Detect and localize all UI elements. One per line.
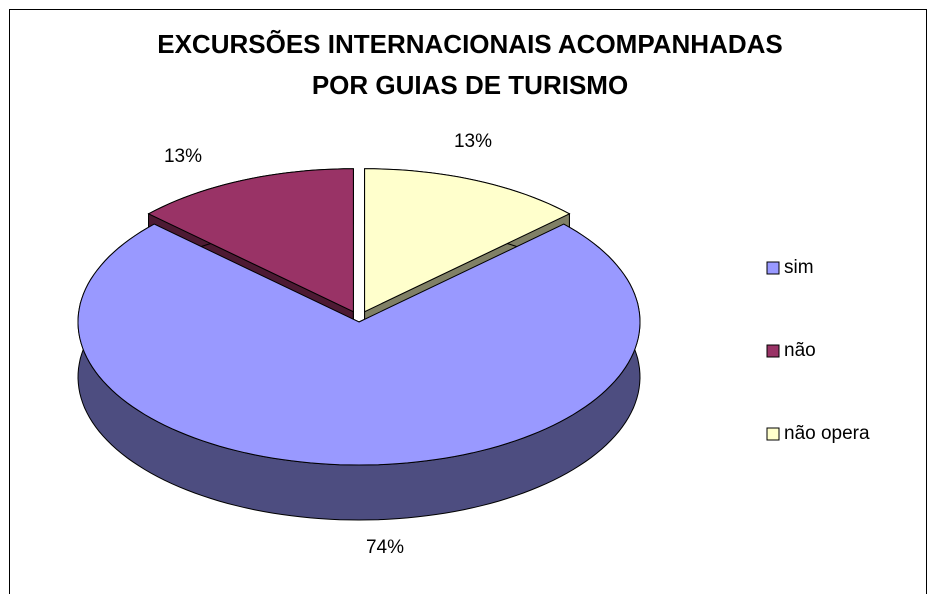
legend-label: não — [784, 340, 816, 361]
slice — [364, 168, 571, 313]
legend-swatch — [766, 344, 780, 358]
slice — [77, 223, 641, 466]
legend-label: sim — [784, 257, 814, 278]
data-label: 74% — [366, 537, 404, 558]
legend-swatch — [766, 427, 780, 441]
legend-swatch — [766, 261, 780, 275]
legend-label: não opera — [784, 423, 870, 444]
data-label: 13% — [164, 146, 202, 167]
data-label: 13% — [454, 131, 492, 152]
chart-title: EXCURSÕES INTERNACIONAIS ACOMPANHADAS — [157, 29, 783, 59]
slice — [147, 168, 354, 313]
chart-title: POR GUIAS DE TURISMO — [312, 70, 628, 100]
